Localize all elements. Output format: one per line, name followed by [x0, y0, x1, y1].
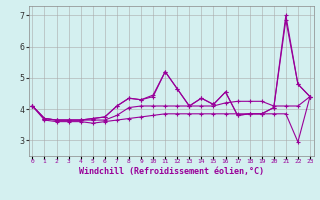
X-axis label: Windchill (Refroidissement éolien,°C): Windchill (Refroidissement éolien,°C) — [79, 167, 264, 176]
